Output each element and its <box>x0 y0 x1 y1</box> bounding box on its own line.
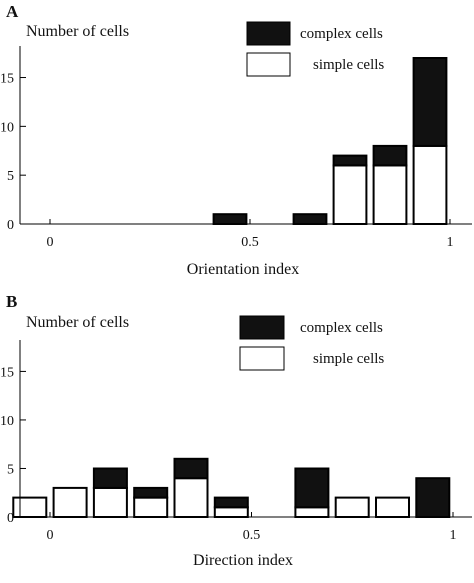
panel-b-bar-complex <box>415 477 451 519</box>
panel-a-bars <box>212 57 448 225</box>
panel-b-bar-complex <box>173 457 209 480</box>
panel-a-x-tick-label: 1 <box>447 235 454 250</box>
panel-b-bar-simple <box>92 486 128 518</box>
panel-b-legend: complex cells simple cells <box>239 315 384 371</box>
panel-b-bar-simple <box>12 496 48 519</box>
panel-b-bars <box>12 457 451 519</box>
panel-a-x-tick-label: 0 <box>47 235 54 250</box>
panel-a-y-tick-label: 0 <box>7 218 14 233</box>
panel-b-bar-simple <box>334 496 370 519</box>
panel-a-y-axis-label: Number of cells <box>26 23 129 40</box>
panel-b: B Number of cells Direction index comple… <box>0 292 472 569</box>
panel-b-x-tick-label: 0 <box>47 528 54 543</box>
panel-a-bar-complex <box>332 154 368 167</box>
panel-b-x-axis-label: Direction index <box>193 552 293 569</box>
panel-a-bar-complex <box>412 57 448 147</box>
panel-a-x-axis-label: Orientation index <box>187 261 299 278</box>
panel-a-letter: A <box>6 2 19 21</box>
panel-a-y-tick-label: 5 <box>7 169 14 184</box>
panel-b-y-tick-label: 15 <box>0 365 14 380</box>
panel-a-bar-simple <box>332 164 368 225</box>
panel-a-legend-simple-swatch <box>246 52 291 77</box>
panel-a-bar-simple <box>412 144 448 225</box>
panel-b-bar-complex <box>92 467 128 489</box>
panel-a-y-tick-label: 15 <box>0 72 14 87</box>
panel-b-bar-simple <box>294 506 330 518</box>
panel-a: A Number of cells Orientation index comp… <box>0 2 472 278</box>
panel-b-legend-complex-label: complex cells <box>300 320 383 336</box>
panel-b-bar-simple <box>133 496 169 519</box>
panel-b-legend-simple-label: simple cells <box>313 351 384 367</box>
panel-b-x-tick-label: 1 <box>450 528 457 543</box>
panel-b-bar-complex <box>294 467 330 509</box>
panel-b-bar-complex <box>213 496 249 509</box>
panel-a-bar-complex <box>292 213 328 225</box>
panel-b-legend-simple-swatch <box>239 346 285 371</box>
panel-b-y-tick-label: 0 <box>7 511 14 526</box>
panel-b-bar-simple <box>52 486 88 518</box>
panel-a-legend-complex-swatch <box>246 21 291 46</box>
panel-a-bar-simple <box>372 164 408 225</box>
panel-a-y-tick-label: 10 <box>0 120 14 135</box>
panel-b-y-tick-label: 5 <box>7 462 14 477</box>
panel-a-x-tick-label: 0.5 <box>241 235 259 250</box>
panel-a-bar-complex <box>212 213 248 225</box>
panel-b-y-tick-label: 10 <box>0 414 14 429</box>
panel-a-legend: complex cells simple cells <box>246 21 384 77</box>
panel-b-bar-complex <box>133 486 169 499</box>
panel-b-y-axis-label: Number of cells <box>26 314 129 331</box>
panel-b-bar-simple <box>173 477 209 519</box>
panel-a-legend-complex-label: complex cells <box>300 26 383 42</box>
panel-b-bar-simple <box>375 496 410 519</box>
panel-a-legend-simple-label: simple cells <box>313 57 384 73</box>
panel-b-x-tick-label: 0.5 <box>243 528 261 543</box>
panel-a-bar-complex <box>372 144 408 167</box>
panel-b-legend-complex-swatch <box>239 315 285 340</box>
panel-b-bar-simple <box>213 506 249 518</box>
panel-b-letter: B <box>6 292 17 311</box>
